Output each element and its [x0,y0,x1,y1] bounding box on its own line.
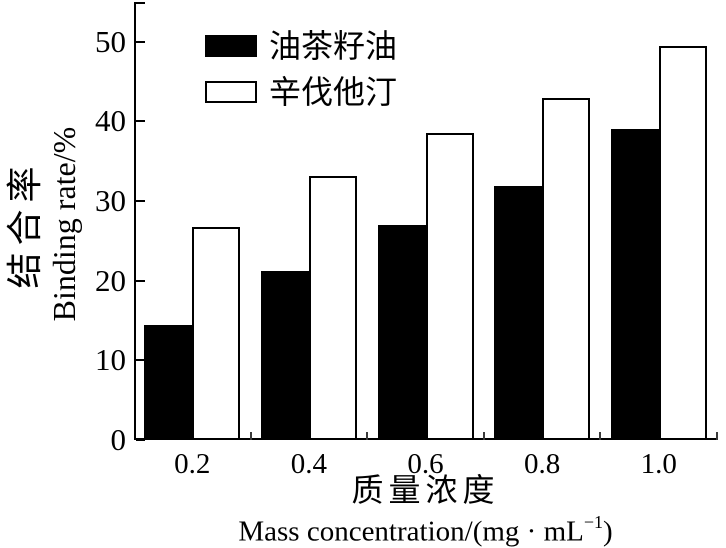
bar-series2-cat2 [308,175,357,440]
x-axis-title-en: Mass concentration/(mg · mL−1) [70,508,726,548]
legend-label-series2: 辛伐他汀 [269,74,398,110]
y-axis-tick-label: 10 [95,342,126,378]
x-axis-title-zh: 质量浓度 [351,472,500,508]
x-axis-category-label: 0.2 [174,448,211,480]
y-axis-tick-label: 30 [95,183,126,219]
y-axis-tick [136,200,145,203]
legend-label-series1: 油茶籽油 [269,28,398,64]
bar-series2-cat3 [425,133,474,440]
y-axis-title-en: Binding rate/% [46,126,82,322]
legend-swatch-series2 [205,81,257,103]
x-axis-title-en-superscript: −1 [583,512,603,533]
bar-series1-cat1 [144,325,193,440]
x-axis-title-en-text: Mass concentration/(mg · mL [238,515,584,548]
x-axis-tick [482,432,485,440]
y-axis-tick-label: 40 [95,103,126,139]
y-axis-tick-label: 20 [95,262,126,298]
x-axis-category-label: 0.8 [523,448,561,480]
bar-series2-cat1 [192,227,241,440]
y-axis-tick [136,359,145,362]
bar-series1-cat3 [377,224,426,440]
x-axis-title-en-suffix: ) [602,515,613,548]
x-axis-tick [249,432,252,440]
y-axis-tick-label: 50 [95,23,126,59]
legend-row: 油茶籽油 [205,28,397,64]
y-axis-tick [136,120,145,123]
legend-row: 辛伐他汀 [205,74,397,110]
x-axis-tick [716,432,718,440]
y-axis-tick [136,439,145,441]
bar-series1-cat2 [260,271,309,440]
legend-swatch-series1 [205,35,257,57]
bar-series2-cat4 [542,98,591,440]
y-axis-tick [136,40,145,43]
y-axis-title: 结合率 Binding rate/% [5,127,83,322]
x-axis-category-label: 0.6 [407,448,444,480]
y-axis-title-zh: 结合率 [5,159,45,289]
y-axis-top-tick [136,2,145,4]
y-axis-tick [136,279,145,282]
x-axis-category-label: 1.0 [640,448,677,480]
bar-series1-cat4 [494,185,543,440]
x-axis-category-label: 0.4 [290,448,328,480]
bar-series1-cat5 [610,129,659,440]
bar-series2-cat5 [658,45,707,440]
x-axis-tick [366,432,369,440]
x-axis-tick [599,432,602,440]
legend: 油茶籽油 辛伐他汀 [205,28,397,120]
y-axis-tick-label: 0 [110,422,127,457]
